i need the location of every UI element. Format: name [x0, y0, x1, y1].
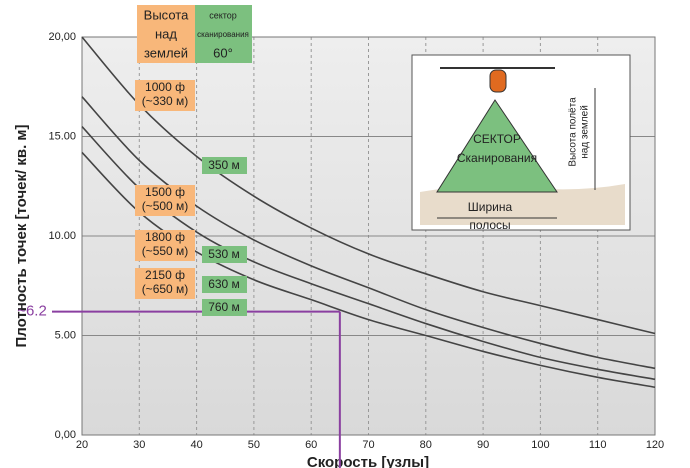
y-tick-label: 0,00	[55, 429, 76, 441]
x-tick-label: 110	[589, 439, 607, 451]
x-tick-label: 90	[477, 439, 489, 451]
x-tick-label: 40	[190, 439, 202, 451]
inset-text: СЕКТОР	[473, 132, 521, 146]
y-axis-label: Плотность точек [точек/ кв. м]	[13, 125, 30, 348]
legend-box	[202, 299, 247, 316]
legend-box	[202, 276, 247, 293]
helicopter	[489, 69, 507, 93]
x-tick-label: 120	[646, 439, 664, 451]
legend-label: 350 м	[208, 158, 240, 172]
curve	[81, 96, 656, 370]
altitude-label: 1500 ф	[145, 185, 185, 199]
altitude-label-box	[135, 80, 195, 111]
x-tick-label: 100	[531, 439, 549, 451]
altitude-label: 1000 ф	[145, 80, 185, 94]
x-tick-label: 80	[420, 439, 432, 451]
legend-box	[202, 157, 247, 174]
x-tick-label: 60	[305, 439, 317, 451]
x-tick-label: 70	[362, 439, 374, 451]
altitude-label: (~550 м)	[142, 244, 189, 258]
altitude-label: 2150 ф	[145, 268, 185, 282]
curve	[81, 36, 656, 335]
y-tick-label: 20,00	[48, 31, 76, 43]
altitude-label: (~330 м)	[142, 94, 189, 108]
altitude-label-box	[135, 230, 195, 261]
y-tick-label: 15.00	[48, 130, 76, 142]
x-tick-label: 20	[76, 439, 88, 451]
header-text: 60°	[213, 45, 233, 60]
reference-label: ~6.2	[17, 303, 47, 320]
altitude-label: 1800 ф	[145, 230, 185, 244]
x-tick-label: 50	[248, 439, 260, 451]
legend-label: 630 м	[208, 277, 240, 291]
altitude-label: (~500 м)	[142, 199, 189, 213]
legend-box	[202, 246, 247, 263]
inset-text: полосы	[469, 218, 510, 232]
altitude-header	[137, 5, 195, 63]
header-text: сектор	[209, 10, 237, 20]
inset-text: над землей	[580, 105, 591, 159]
legend-label: 760 м	[208, 300, 240, 314]
altitude-label: (~650 м)	[142, 282, 189, 296]
x-tick-label: 30	[133, 439, 145, 451]
inset-text: Ширина	[468, 200, 513, 214]
ground	[420, 184, 625, 225]
sector-header	[195, 5, 252, 63]
header-text: над	[155, 26, 177, 41]
legend-label: 530 м	[208, 247, 240, 261]
header-text: сканирования	[197, 30, 249, 39]
y-tick-label: 5.00	[55, 329, 76, 341]
altitude-label-box	[135, 185, 195, 216]
plot-frame	[81, 36, 656, 436]
altitude-label-box	[135, 268, 195, 299]
inset-text: Высота полёта	[568, 97, 579, 167]
header-text: Высота	[144, 7, 189, 22]
scan-sector	[436, 99, 558, 193]
y-tick-label: 10.00	[48, 230, 76, 242]
x-axis-label: Скорость [узлы]	[307, 454, 429, 468]
inset-text: Сканирования	[457, 151, 537, 165]
inset-diagram: СЕКТОР Сканирования Ширина полосы Высота…	[411, 54, 631, 232]
header-text: землей	[144, 45, 188, 60]
